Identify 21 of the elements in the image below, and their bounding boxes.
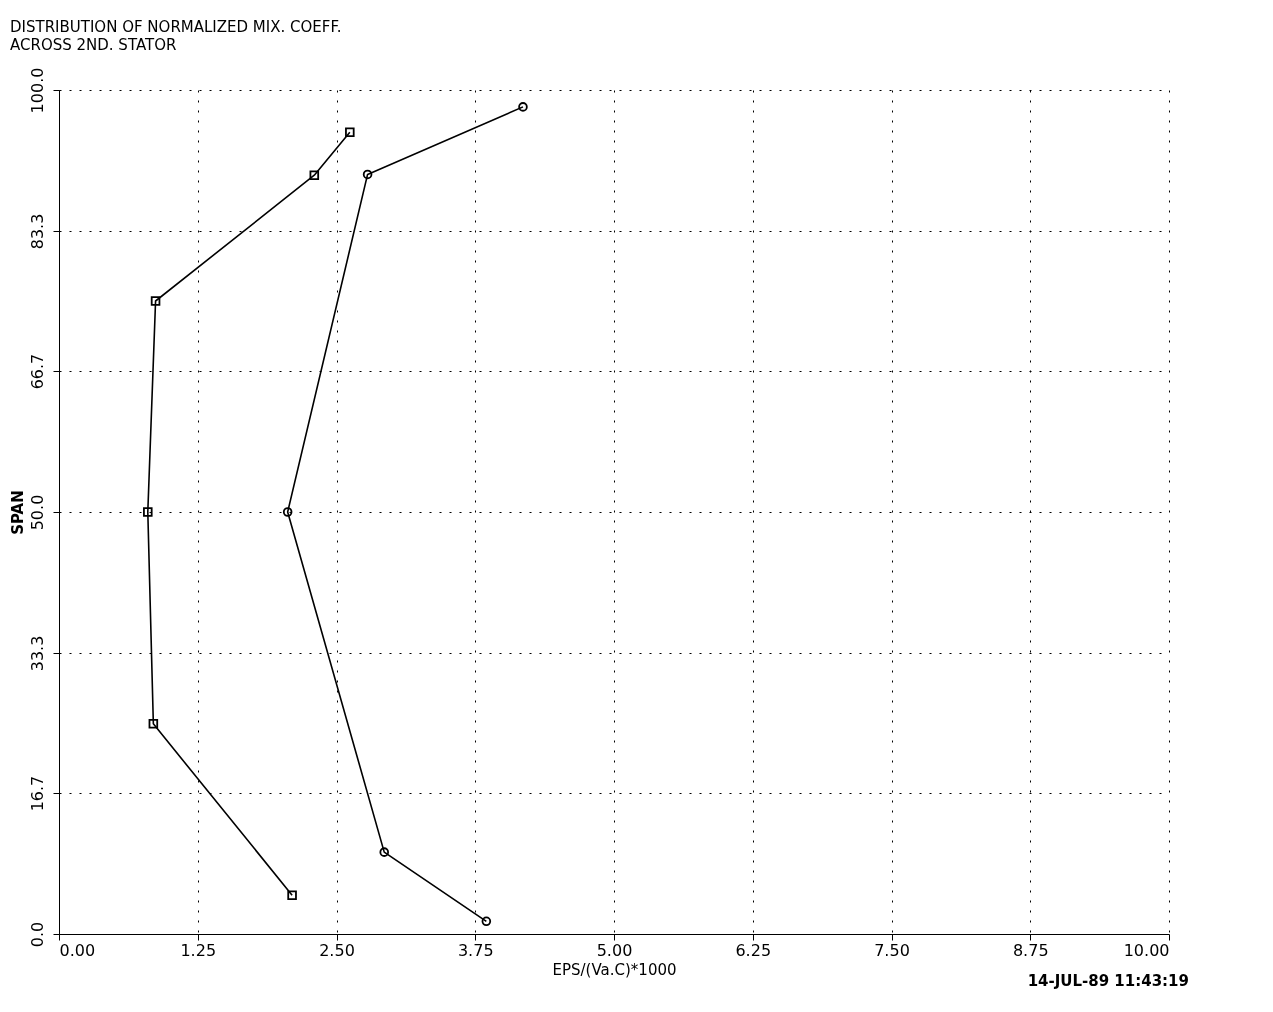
text: 14-JUL-89 11:43:19 xyxy=(1027,972,1189,990)
x-axis-title: EPS/(Va.C)*1000 xyxy=(552,960,677,979)
chart-subtitle: ACROSS 2ND. STATOR xyxy=(10,36,177,55)
x-tick-label: 8.75 xyxy=(1012,940,1049,960)
x-tick-label: 6.25 xyxy=(735,940,772,960)
y-tick-label: 0.0 xyxy=(27,921,47,948)
y-axis-title: SPAN xyxy=(8,490,27,535)
x-tick-label: 5.00 xyxy=(596,940,633,960)
x-tick-label: 0.00 xyxy=(59,940,96,960)
x-tick-label: 1.25 xyxy=(180,940,217,960)
x-tick-label: 7.50 xyxy=(874,940,910,960)
chart-title: DISTRIBUTION OF NORMALIZED MIX. COEFF. xyxy=(10,18,342,37)
y-tick-label: 50.0 xyxy=(27,494,47,531)
y-tick-label: 66.7 xyxy=(27,353,47,390)
y-tick-label: 33.3 xyxy=(27,635,47,672)
y-tick-label: 16.7 xyxy=(27,775,47,812)
x-tick-label: 10.00 xyxy=(1123,940,1170,960)
y-tick-label: 83.3 xyxy=(27,213,47,250)
x-tick-label: 3.75 xyxy=(457,940,494,960)
y-tick-label: 100.0 xyxy=(27,67,47,114)
x-tick-label: 2.50 xyxy=(319,940,355,960)
